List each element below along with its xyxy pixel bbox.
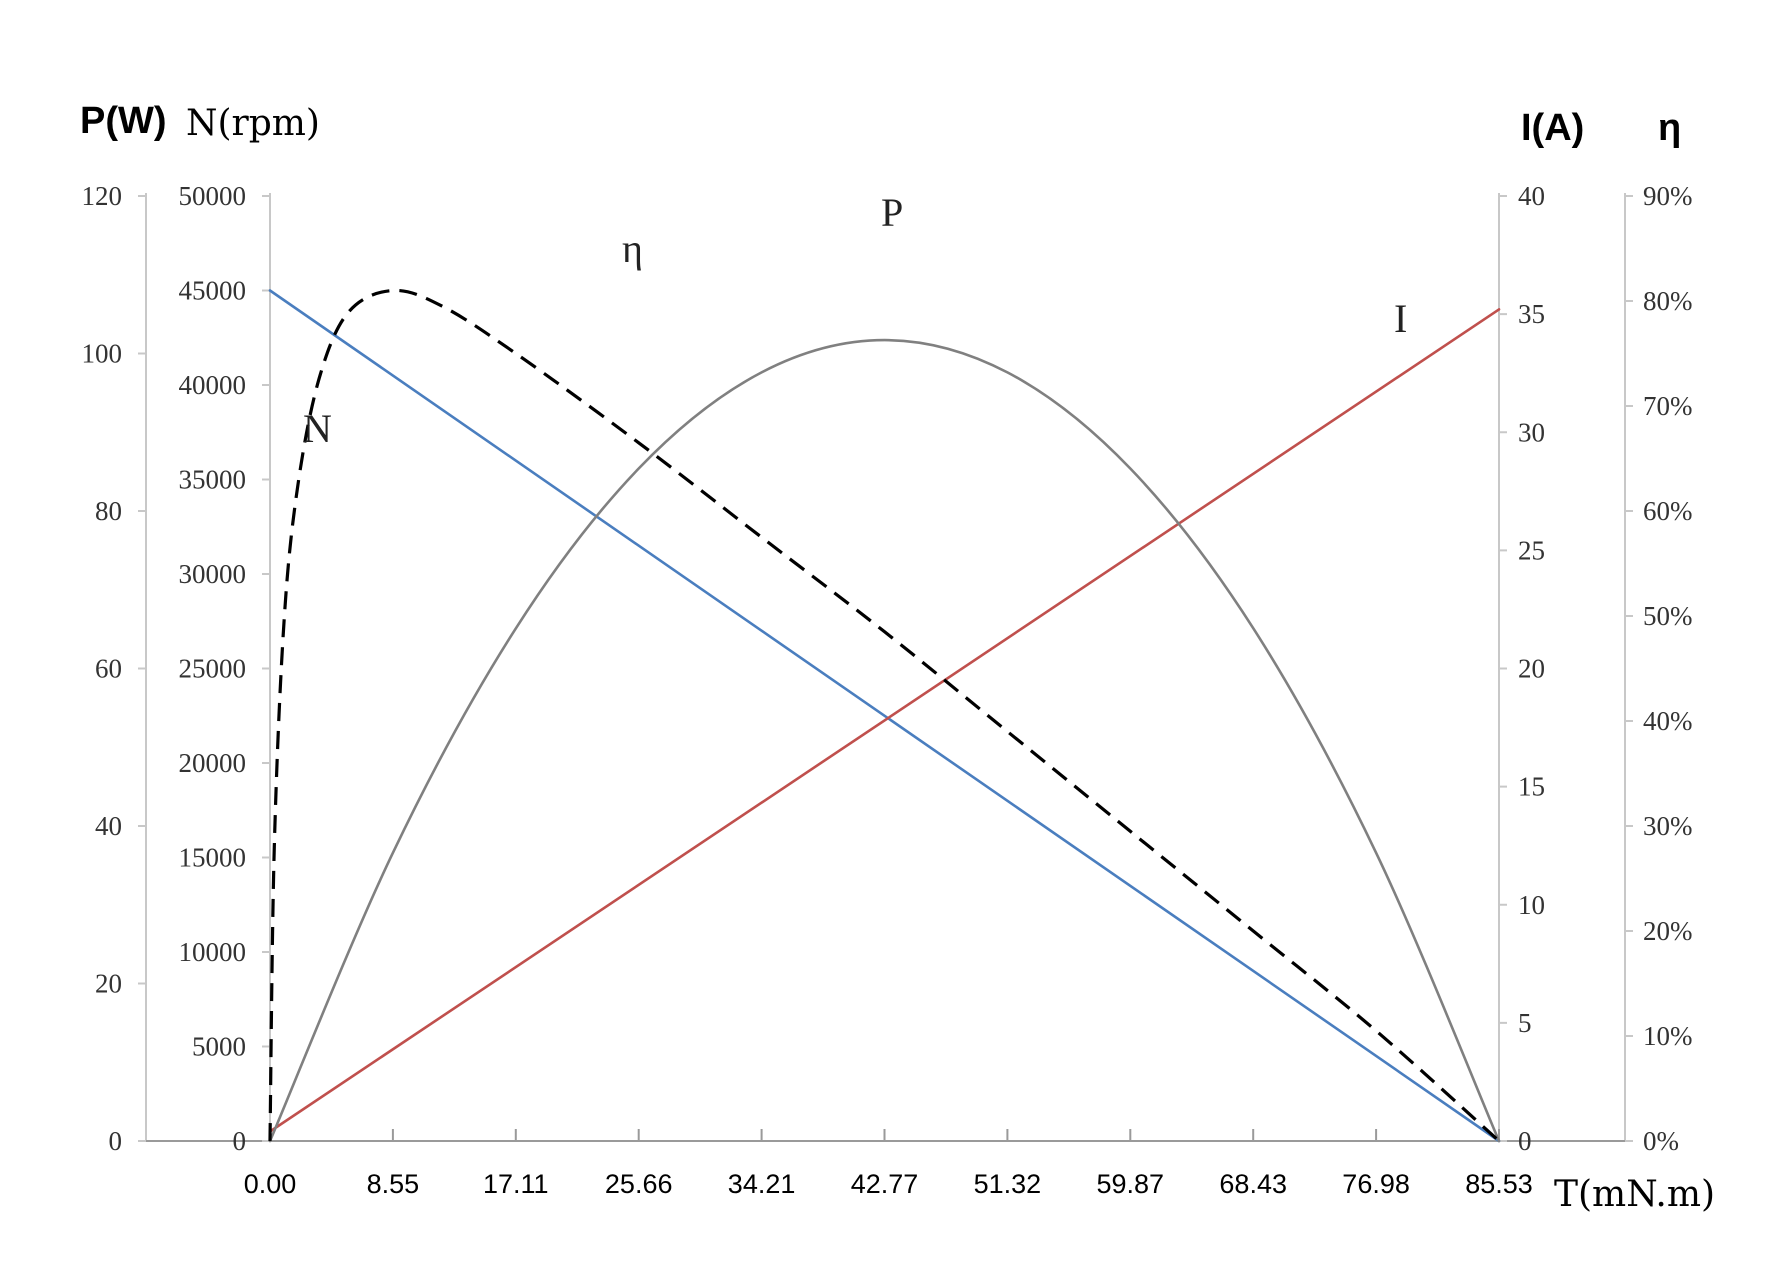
x-axis-ticks: 0.00 8.55 17.11 25.66 34.21 42.77 51.32 59.87 68… — [244, 1129, 1533, 1199]
eta-tick-label: 90% — [1643, 181, 1693, 211]
i-tick-label: 25 — [1518, 535, 1545, 565]
i-axis-ticks: 0 5 10 15 20 25 30 35 40 — [1499, 181, 1545, 1156]
x-tick-label: 51.32 — [974, 1169, 1042, 1199]
i-tick-label: 30 — [1518, 417, 1545, 447]
x-tick-label: 76.98 — [1342, 1169, 1410, 1199]
i-tick-label: 20 — [1518, 654, 1545, 684]
eta-tick-label: 10% — [1643, 1021, 1693, 1051]
n-tick-label: 40000 — [179, 370, 247, 400]
eta-tick-label: 40% — [1643, 706, 1693, 736]
n-tick-label: 5000 — [192, 1032, 246, 1062]
n-axis-ticks: 0 5000 10000 15000 20000 25000 30000 35000 40000… — [179, 181, 270, 1156]
i-tick-label: 40 — [1518, 181, 1545, 211]
x-tick-label: 85.53 — [1465, 1169, 1533, 1199]
series-p-line — [268, 338, 1501, 1143]
p-tick-label: 40 — [95, 811, 122, 841]
eta-tick-label: 70% — [1643, 391, 1693, 421]
n-tick-label: 35000 — [179, 465, 247, 495]
series-n-line — [268, 289, 1501, 1143]
x-tick-label: 25.66 — [605, 1169, 673, 1199]
x-axis-title: T(mN.m) — [1554, 1174, 1715, 1215]
i-tick-label: 15 — [1518, 772, 1545, 802]
eta-tick-label: 50% — [1643, 601, 1693, 631]
n-axis-title: N(rpm) — [186, 103, 320, 144]
x-tick-label: 17.11 — [483, 1169, 549, 1199]
n-tick-label: 25000 — [179, 654, 247, 684]
annotation-p: P — [881, 190, 903, 235]
eta-tick-label: 60% — [1643, 496, 1693, 526]
eta-tick-label: 30% — [1643, 811, 1693, 841]
p-tick-label: 20 — [95, 969, 122, 999]
x-tick-label: 34.21 — [728, 1169, 796, 1199]
x-tick-label: 68.43 — [1219, 1169, 1287, 1199]
i-axis-title: I(A) — [1521, 107, 1584, 149]
n-tick-label: 20000 — [179, 748, 247, 778]
eta-tick-label: 20% — [1643, 916, 1693, 946]
p-tick-label: 100 — [82, 339, 123, 369]
eta-tick-label: 0% — [1643, 1126, 1679, 1156]
eta-axis-ticks: 0% 10% 20% 30% 40% 50% 60% 70% 80% 90% — [1625, 181, 1693, 1156]
annotation-eta: η — [622, 226, 643, 271]
series-group — [268, 288, 1501, 1143]
series-eta-line — [268, 288, 1501, 1143]
n-tick-label: 45000 — [179, 276, 247, 306]
n-tick-label: 30000 — [179, 559, 247, 589]
annotation-i: I — [1394, 296, 1407, 341]
i-tick-label: 0 — [1518, 1126, 1532, 1156]
x-tick-label: 42.77 — [851, 1169, 919, 1199]
i-tick-label: 10 — [1518, 890, 1545, 920]
x-tick-label: 59.87 — [1097, 1169, 1165, 1199]
n-tick-label: 10000 — [179, 937, 247, 967]
i-tick-label: 35 — [1518, 299, 1545, 329]
n-tick-label: 15000 — [179, 843, 247, 873]
p-tick-label: 120 — [82, 181, 123, 211]
p-axis-title: P(W) — [80, 100, 167, 142]
p-tick-label: 60 — [95, 654, 122, 684]
x-tick-label: 0.00 — [244, 1169, 297, 1199]
annotation-n: N — [303, 406, 332, 451]
eta-axis-title: η — [1658, 107, 1681, 149]
n-tick-label: 50000 — [179, 181, 247, 211]
eta-tick-label: 80% — [1643, 286, 1693, 316]
p-tick-label: 80 — [95, 496, 122, 526]
p-axis-ticks: 0 20 40 60 80 100 120 — [82, 181, 146, 1156]
p-tick-label: 0 — [109, 1126, 123, 1156]
series-i-line — [268, 308, 1501, 1133]
x-tick-label: 8.55 — [367, 1169, 420, 1199]
i-tick-label: 5 — [1518, 1008, 1532, 1038]
n-tick-label: 0 — [233, 1126, 247, 1156]
